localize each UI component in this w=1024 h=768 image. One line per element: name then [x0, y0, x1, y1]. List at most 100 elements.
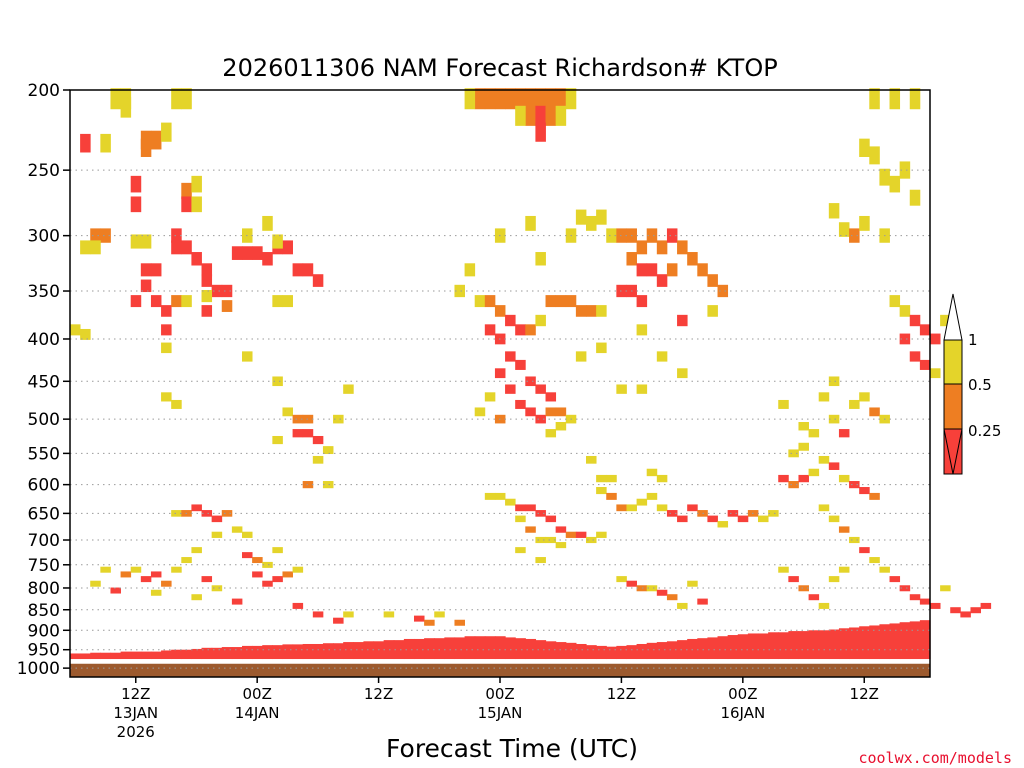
grid-lines	[70, 169, 930, 669]
heatmap-cell	[707, 515, 718, 523]
heatmap-cell	[515, 324, 526, 336]
heatmap-cell	[464, 88, 476, 110]
heatmap-cell	[90, 580, 101, 587]
surface-band-cell	[788, 631, 800, 660]
surface-band-cell	[919, 620, 931, 660]
heatmap-cell	[798, 474, 809, 483]
heatmap-cell	[322, 481, 334, 489]
surface-band-cell	[535, 640, 547, 660]
heatmap-cell	[697, 598, 708, 605]
heatmap-cell	[272, 547, 283, 554]
heatmap-cell	[191, 594, 202, 601]
heatmap-cell	[535, 314, 546, 327]
heatmap-cell	[484, 88, 496, 110]
heatmap-cell	[555, 105, 567, 126]
surface-band-cell	[302, 643, 314, 660]
heatmap-cell	[586, 536, 597, 544]
heatmap-cell	[666, 510, 678, 517]
heatmap-cell	[110, 88, 121, 110]
heatmap-cell	[333, 414, 344, 424]
surface-band-cell	[707, 637, 719, 660]
heatmap-cell	[666, 263, 678, 277]
surface-band-cell	[515, 638, 526, 660]
heatmap-cell	[555, 407, 567, 417]
heatmap-cell	[555, 88, 567, 110]
surface-band-cell	[191, 648, 203, 660]
heatmap-cell	[636, 240, 648, 255]
surface-band-cell	[859, 626, 870, 660]
heatmap-cell	[849, 399, 860, 409]
surface-band-cell	[211, 647, 223, 660]
heatmap-cell	[869, 557, 880, 564]
heatmap-cell	[120, 97, 132, 118]
heatmap-cell	[828, 203, 840, 219]
heatmap-cell	[798, 422, 809, 431]
heatmap-cell	[535, 122, 546, 142]
surface-band-cell	[869, 625, 881, 660]
heatmap-cell	[130, 295, 142, 308]
heatmap-cell	[292, 602, 304, 609]
heatmap-cell	[282, 407, 293, 417]
heatmap-cell	[586, 455, 597, 464]
heatmap-cell	[565, 531, 577, 538]
heatmap-cell	[838, 526, 850, 533]
heatmap-cell	[515, 359, 526, 370]
heatmap-cell	[464, 263, 476, 277]
surface-band-cell	[616, 645, 628, 660]
heatmap-cell	[656, 274, 668, 287]
heatmap-cell	[211, 284, 223, 298]
heatmap-cell	[120, 571, 132, 578]
surface-band-cell	[474, 636, 486, 660]
heatmap-cell	[272, 295, 283, 308]
heatmap-cell	[171, 399, 182, 409]
heatmap-cell	[484, 295, 496, 308]
heatmap-cell	[161, 324, 172, 336]
heatmap-cell	[150, 571, 162, 578]
heatmap-cell	[656, 351, 668, 362]
heatmap-cell	[970, 607, 981, 614]
heatmap-cell	[596, 342, 607, 354]
heatmap-cell	[555, 542, 567, 549]
heatmap-cell	[636, 263, 648, 277]
heatmap-cell	[930, 333, 941, 345]
heatmap-cell	[242, 246, 253, 260]
heatmap-cell	[565, 88, 577, 110]
heatmap-cell	[292, 414, 304, 424]
y-tick-label: 300	[28, 227, 60, 247]
surface-band-cell	[818, 630, 830, 660]
heatmap-cell	[838, 222, 850, 237]
surface-band-cell	[626, 645, 638, 660]
surface-band-cell	[666, 641, 678, 660]
surface-band-cell	[90, 652, 101, 660]
heatmap-cell	[201, 263, 213, 277]
surface-band-cell	[505, 637, 516, 660]
heatmap-cell	[80, 240, 91, 255]
heatmap-cell	[201, 576, 213, 583]
heatmap-cell	[656, 474, 668, 483]
heatmap-cell	[262, 561, 273, 568]
y-tick-label: 350	[28, 282, 60, 302]
surface-band-cell	[606, 646, 617, 660]
heatmap-cell	[909, 594, 921, 601]
x-tick-label: 2026	[117, 723, 155, 741]
heatmap-cell	[150, 130, 162, 150]
surface-band-cell	[828, 629, 840, 660]
heatmap-cell	[545, 536, 557, 544]
heatmap-cell	[606, 492, 617, 500]
heatmap-cell	[535, 414, 546, 424]
surface-band-cell	[464, 636, 476, 660]
heatmap-cell	[150, 263, 162, 277]
heatmap-cell	[515, 515, 526, 523]
surface-band-cell	[656, 642, 668, 660]
surface-band-cell	[181, 649, 193, 660]
heatmap-cell	[90, 228, 101, 243]
heatmap-cell	[940, 314, 951, 327]
heatmap-cell	[181, 196, 192, 213]
heatmap-cell	[656, 240, 668, 255]
surface-band-cell	[646, 642, 658, 660]
surface-band-cell	[879, 624, 891, 660]
surface-band-cell	[161, 650, 172, 660]
surface-band-cell	[403, 638, 415, 660]
heatmap-cell	[231, 598, 243, 605]
heatmap-cell	[383, 611, 395, 618]
